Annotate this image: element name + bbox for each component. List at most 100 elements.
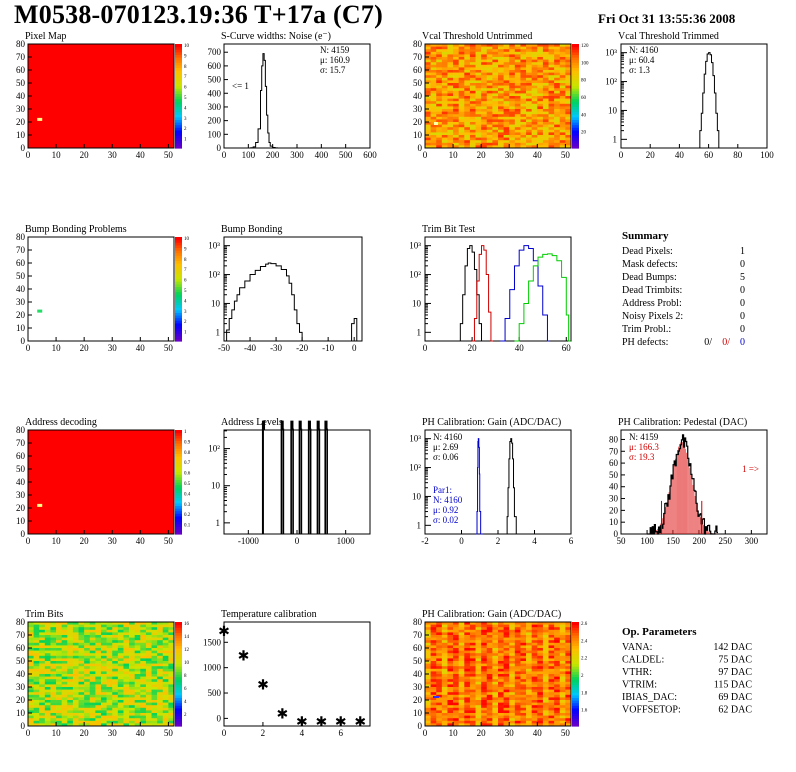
colorbar-tick-label: 9 (184, 247, 187, 252)
colorbar-cell (175, 482, 182, 486)
heatmap-cell (78, 710, 85, 714)
heatmap-cell (123, 650, 130, 654)
heatmap-cell (565, 83, 572, 86)
heatmap-cell (537, 666, 544, 670)
heatmap-cell (425, 59, 431, 63)
heatmap-cell (542, 707, 549, 711)
heatmap-cell (44, 658, 51, 662)
heatmap-cell (509, 705, 516, 709)
heatmap-cell (469, 697, 476, 701)
heatmap-cell (458, 119, 465, 123)
heatmap-cell (548, 64, 555, 68)
heatmap-cell (425, 103, 431, 107)
heatmap-cell (44, 697, 51, 701)
heatmap-cell (498, 129, 504, 133)
heatmap-cell (542, 49, 549, 53)
heatmap-cell (514, 632, 521, 636)
heatmap-cell (526, 142, 532, 146)
heatmap-cell (453, 62, 459, 66)
heatmap-cell (481, 645, 488, 649)
heatmap-cell (430, 145, 437, 149)
heatmap-cell (537, 62, 544, 66)
x-tick-label: 20 (468, 343, 478, 353)
heatmap-cell (526, 640, 532, 644)
heatmap-cell (430, 707, 437, 711)
heatmap-cell (509, 671, 516, 675)
heatmap-cell (498, 49, 504, 53)
heatmap-cell (441, 90, 448, 94)
x-tick-label: 20 (80, 343, 90, 353)
heatmap-cell (559, 137, 566, 141)
heatmap-cell (168, 687, 175, 690)
heatmap-cell (565, 648, 572, 651)
heatmap-cell (498, 77, 504, 81)
heatmap-cell (514, 655, 521, 659)
heatmap-cell (33, 661, 40, 664)
heatmap-cell (430, 655, 437, 659)
heatmap-cell (542, 80, 549, 84)
heatmap-cell (554, 127, 561, 131)
heatmap-cell (503, 122, 510, 125)
heatmap-cell (72, 715, 79, 719)
heatmap-cell (425, 46, 431, 50)
heatmap-cell (436, 122, 443, 125)
heatmap-cell (78, 627, 85, 631)
colorbar-cell (175, 521, 182, 525)
heatmap-cell (481, 635, 488, 638)
heatmap-cell (436, 62, 443, 66)
heatmap-cell (112, 718, 119, 722)
heatmap-cell (464, 627, 471, 631)
heatmap-cell (145, 629, 152, 633)
heatmap-cell (441, 62, 448, 66)
heatmap-cell (129, 640, 135, 644)
heatmap-cell (503, 119, 510, 123)
heatmap-cell (565, 90, 572, 94)
heatmap-cell (469, 622, 476, 625)
heatmap-cell (123, 668, 130, 672)
heatmap-cell (67, 655, 74, 659)
colorbar-cell (175, 469, 182, 473)
heatmap-cell (498, 718, 504, 722)
heatmap-cell (140, 694, 147, 698)
heatmap-cell (509, 88, 516, 92)
heatmap-cell (39, 702, 46, 706)
heatmap-cell (475, 46, 482, 50)
heatmap-cell (61, 684, 68, 688)
heatmap-cell (559, 124, 566, 128)
heatmap-cell (151, 707, 158, 711)
heatmap-cell (168, 642, 175, 646)
y-tick-label: 30 (413, 682, 423, 692)
heatmap-cell (447, 650, 454, 654)
heatmap-cell (425, 54, 431, 58)
heatmap-cell (28, 627, 34, 631)
heatmap-cell (39, 713, 46, 716)
heatmap-cell (514, 124, 521, 128)
heatmap-cell (469, 127, 476, 131)
heatmap-cell (44, 720, 51, 724)
heatmap-cell (447, 85, 454, 89)
heatmap-cell (537, 624, 544, 628)
op-param-value: 97 DAC (718, 667, 752, 678)
heatmap-cell (84, 723, 91, 727)
heatmap-cell (162, 723, 169, 727)
colorbar-cell (175, 502, 182, 506)
heatmap-cell (95, 715, 102, 719)
heatmap-cell (509, 650, 516, 654)
heatmap-cell (78, 692, 85, 696)
colorbar-tick-label: 2.6 (581, 622, 588, 627)
heatmap-cell (453, 106, 459, 110)
y-tick-label: 50 (16, 78, 26, 88)
heatmap-cell (481, 715, 488, 719)
heatmap-cell (554, 702, 561, 706)
heatmap-cell (425, 93, 431, 97)
heatmap-cell (526, 88, 532, 92)
heatmap-cell (106, 637, 113, 641)
heatmap-cell (542, 57, 549, 60)
heatmap-cell (531, 142, 538, 146)
heatmap-cell (526, 109, 532, 112)
heatmap-cell (542, 116, 549, 120)
heatmap-cell (441, 64, 448, 68)
colorbar-tick-label: 14 (184, 635, 190, 640)
heatmap-cell (520, 98, 527, 102)
heatmap-cell (514, 705, 521, 709)
